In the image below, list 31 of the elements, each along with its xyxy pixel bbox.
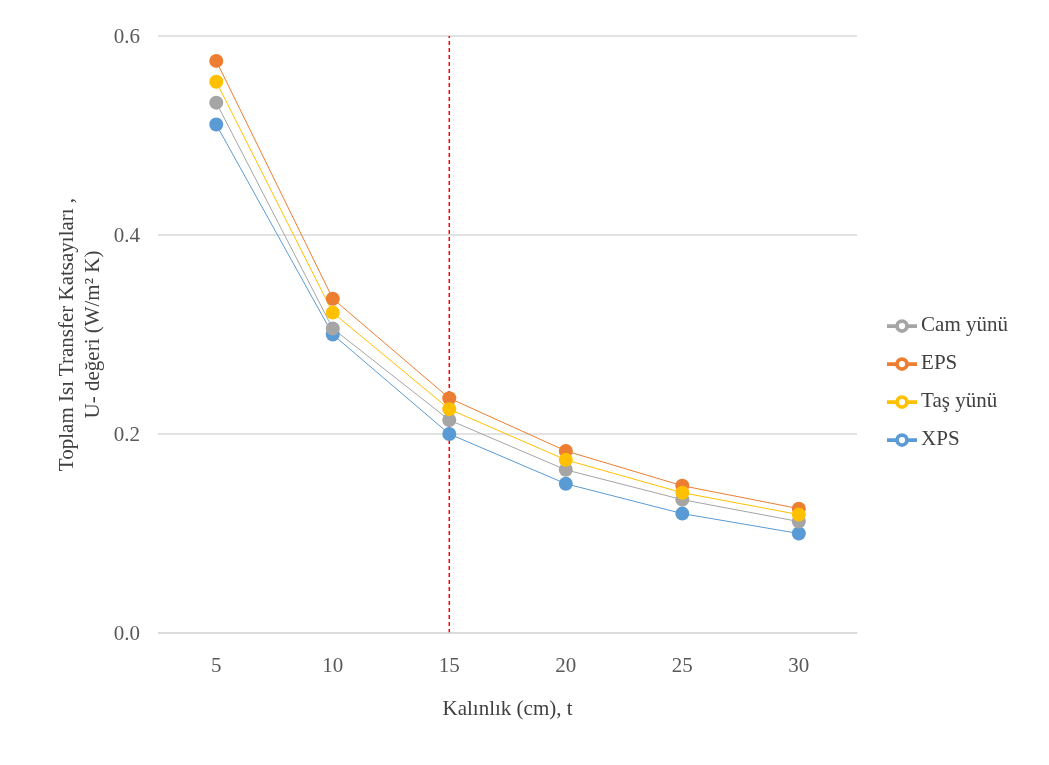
legend-label: EPS (921, 349, 958, 374)
point (325, 291, 340, 306)
point (325, 321, 340, 336)
point (209, 117, 224, 132)
y-tick-label: 0.2 (113, 422, 140, 447)
point (209, 95, 224, 110)
legend-label: Cam yünü (921, 311, 1008, 336)
x-tick-label: 25 (671, 652, 693, 677)
x-tick-label: 10 (322, 652, 344, 677)
point (325, 305, 340, 320)
y-tick-label: 0.6 (113, 24, 140, 49)
y-tick-label: 0.0 (113, 621, 140, 646)
point (442, 402, 457, 417)
x-tick-label: 15 (438, 652, 460, 677)
legend-label: Taş yünü (921, 387, 998, 412)
point (675, 485, 690, 500)
point (675, 506, 690, 521)
point (558, 476, 573, 491)
y-axis-title: Toplam Isı Transfer Katsayıları , U- değeri (W/m² K) (54, 197, 104, 472)
point (209, 74, 224, 89)
legend-label: XPS (921, 425, 960, 450)
x-tick-label: 5 (211, 652, 222, 677)
point (791, 507, 806, 522)
x-tick-label: 30 (788, 652, 810, 677)
point (558, 452, 573, 467)
y-tick-label: 0.4 (113, 223, 141, 248)
point (442, 427, 457, 441)
x-axis-title: Kalınlık (cm), t (442, 696, 573, 720)
x-tick-label: 20 (555, 652, 577, 677)
point (209, 53, 224, 68)
point (791, 526, 806, 541)
